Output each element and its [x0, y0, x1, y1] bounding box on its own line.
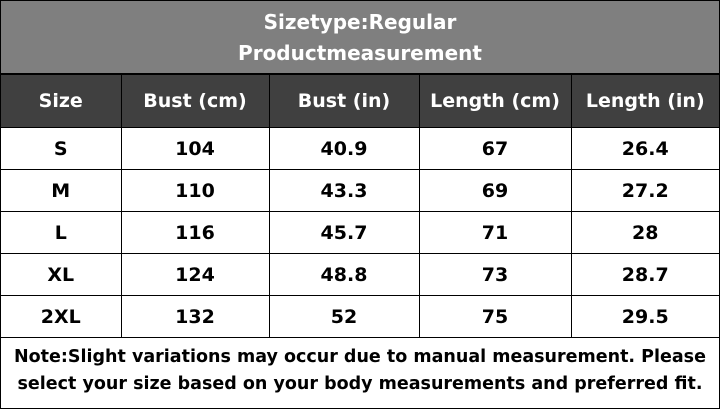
- subtitle: Productmeasurement: [238, 41, 482, 65]
- table-cell: 104: [120, 127, 270, 170]
- table-cell: XL: [1, 253, 122, 296]
- table-cell: 43.3: [268, 169, 420, 212]
- table-row: 2XL 132 52 75 29.5: [1, 295, 719, 338]
- table-cell: 67: [418, 127, 572, 170]
- table-row: XL 124 48.8 73 28.7: [1, 253, 719, 296]
- table-row: L 116 45.7 71 28: [1, 211, 719, 254]
- note-line: select your size based on your body meas…: [17, 374, 703, 394]
- table-cell: M: [1, 169, 122, 212]
- table-cell: 28.7: [570, 253, 719, 296]
- table-cell: 27.2: [570, 169, 719, 212]
- table-body: S 104 40.9 67 26.4 M 110 43.3 69 27.2 L 116 45.7 71 28…: [1, 127, 719, 338]
- table-cell: 116: [120, 211, 270, 254]
- table-cell: 2XL: [1, 295, 122, 338]
- size-table: Size Bust (cm) Bust (in) Length (cm) Length …: [1, 74, 719, 338]
- column-header: Length (cm): [418, 74, 572, 128]
- table-cell: 75: [418, 295, 572, 338]
- header-row: Size Bust (cm) Bust (in) Length (cm) Length …: [1, 74, 719, 128]
- table-cell: 73: [418, 253, 572, 296]
- table-cell: 26.4: [570, 127, 719, 170]
- column-header: Size: [1, 74, 122, 128]
- column-header: Length (in): [570, 74, 719, 128]
- table-cell: 29.5: [570, 295, 719, 338]
- header: Sizetype:Regular Productmeasurement: [1, 1, 719, 74]
- column-header: Bust (in): [268, 74, 420, 128]
- table-cell: 69: [418, 169, 572, 212]
- table-cell: L: [1, 211, 122, 254]
- table-row: M 110 43.3 69 27.2: [1, 169, 719, 212]
- table-cell: 132: [120, 295, 270, 338]
- note-line: Note:Slight variations may occur due to …: [14, 347, 706, 367]
- table-cell: 28: [570, 211, 719, 254]
- table-cell: 48.8: [268, 253, 420, 296]
- table-cell: S: [1, 127, 122, 170]
- title: Sizetype:Regular: [263, 10, 457, 34]
- table-cell: 40.9: [268, 127, 420, 170]
- column-header: Bust (cm): [120, 74, 270, 128]
- table-cell: 71: [418, 211, 572, 254]
- table-cell: 124: [120, 253, 270, 296]
- note: Note:Slight variations may occur due to …: [1, 338, 719, 398]
- table-cell: 45.7: [268, 211, 420, 254]
- table-cell: 110: [120, 169, 270, 212]
- table-cell: 52: [268, 295, 420, 338]
- table-row: S 104 40.9 67 26.4: [1, 127, 719, 170]
